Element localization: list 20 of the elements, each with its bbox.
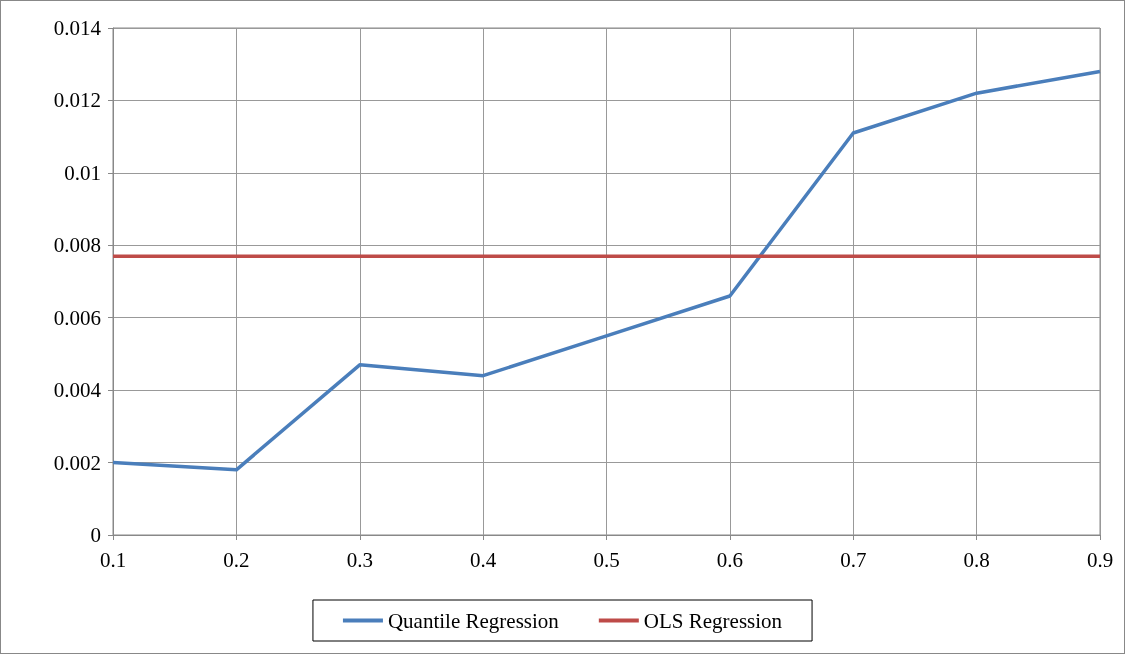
line-series xyxy=(111,69,1102,472)
x-tick-label: 0.3 xyxy=(346,547,373,572)
x-tick-label: 0.5 xyxy=(593,547,620,572)
x-tick-label: 0.7 xyxy=(840,547,867,572)
x-tick-label: 0.6 xyxy=(716,547,743,572)
x-tick-label: 0.1 xyxy=(99,547,127,572)
legend-label: OLS Regression xyxy=(643,608,783,633)
x-tick-label: 0.2 xyxy=(223,547,250,572)
y-tick-label: 0.012 xyxy=(53,88,101,113)
y-tick-label: 0.008 xyxy=(53,233,101,258)
legend-label: Quantile Regression xyxy=(387,608,560,633)
y-tick-label: 0.004 xyxy=(53,378,102,403)
y-tick-label: 0.006 xyxy=(53,305,101,330)
y-tick-label: 0.002 xyxy=(53,450,101,475)
y-tick-label: 0 xyxy=(90,523,101,547)
y-tick-label: 0.014 xyxy=(53,16,102,40)
y-tick-label: 0.01 xyxy=(64,160,101,185)
x-tick-label: 0.8 xyxy=(963,547,990,572)
x-tick-label: 0.4 xyxy=(470,547,497,572)
x-tick-label: 0.9 xyxy=(1086,547,1114,572)
